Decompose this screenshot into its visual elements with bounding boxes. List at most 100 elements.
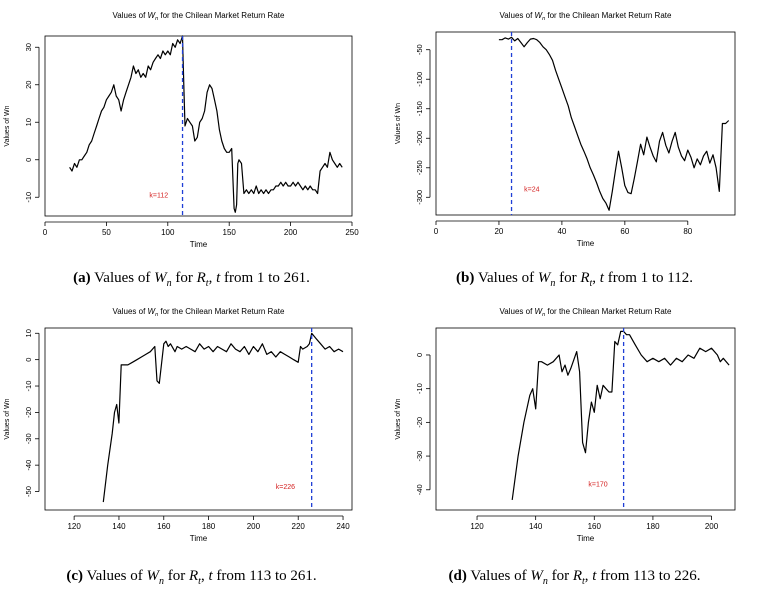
- caption-text: Values of: [83, 568, 147, 584]
- y-axis-label: Values of Wn: [4, 105, 11, 146]
- caption-sub: n: [166, 278, 172, 289]
- chart-c: Values of Wn for the Chilean Market Retu…: [4, 307, 353, 543]
- title-prefix: Values of: [500, 11, 535, 20]
- plot-frame: [435, 31, 736, 216]
- caption-sub: t: [582, 576, 585, 587]
- x-tick-label: 80: [683, 227, 692, 236]
- change-point-label: k=170: [588, 481, 607, 488]
- title-suffix: for the Chilean Market Return Rate: [158, 307, 285, 316]
- change-point-label: k=226: [276, 484, 295, 491]
- series-line: [498, 36, 730, 211]
- caption-text: for: [171, 270, 197, 286]
- title-sub: n: [542, 312, 545, 318]
- y-tick-label: 10: [24, 118, 33, 126]
- y-tick-label: -40: [24, 460, 33, 471]
- x-tick-label: 140: [529, 522, 543, 531]
- x-tick-label: 200: [247, 522, 261, 531]
- caption-label: (b): [456, 270, 475, 286]
- y-axis-label: Values of Wn: [395, 398, 402, 439]
- title-suffix: for the Chilean Market Return Rate: [545, 307, 672, 316]
- x-axis-label: Time: [577, 239, 595, 248]
- caption-b: (b) Values of Wn for Rt, t from 1 to 112…: [383, 270, 766, 289]
- title-sub: n: [155, 16, 158, 22]
- caption-text: ,: [584, 568, 593, 584]
- caption-sub: n: [550, 278, 556, 289]
- y-tick-label: -10: [24, 381, 33, 392]
- chart-panel-c: Values of Wn for the Chilean Market Retu…: [0, 296, 383, 592]
- y-tick-label: -150: [415, 101, 424, 116]
- caption-c: (c) Values of Wn for Rt, t from 113 to 2…: [0, 568, 383, 587]
- caption-var: W: [154, 270, 167, 286]
- y-tick-label: 30: [24, 43, 33, 51]
- x-tick-label: 60: [620, 227, 629, 236]
- caption-text: ,: [592, 270, 600, 286]
- x-tick-label: 40: [557, 227, 566, 236]
- chart-panel-b: Values of Wn for the Chilean Market Retu…: [383, 0, 766, 296]
- title-prefix: Values of: [113, 11, 148, 20]
- x-tick-label: 200: [284, 228, 298, 237]
- x-tick-label: 220: [292, 522, 306, 531]
- y-tick-label: -100: [415, 72, 424, 87]
- caption-var: t: [208, 568, 213, 584]
- title-var: W: [148, 11, 157, 20]
- x-tick-label: 120: [67, 522, 81, 531]
- y-tick-label: -30: [24, 433, 33, 444]
- x-tick-label: 20: [494, 227, 503, 236]
- title-suffix: for the Chilean Market Return Rate: [545, 11, 672, 20]
- caption-a: (a) Values of Wn for Rt, t from 1 to 261…: [0, 270, 383, 289]
- caption-text: from 113 to 261.: [212, 568, 317, 584]
- title-sub: n: [542, 16, 545, 22]
- y-tick-label: -200: [415, 131, 424, 146]
- y-tick-label: 10: [24, 329, 33, 337]
- y-tick-label: -20: [24, 407, 33, 418]
- x-tick-label: 250: [345, 228, 359, 237]
- x-tick-label: 100: [161, 228, 175, 237]
- y-tick-label: -250: [415, 160, 424, 175]
- caption-var: R: [580, 270, 590, 286]
- x-tick-label: 150: [223, 228, 237, 237]
- change-point-label: k=24: [524, 186, 539, 193]
- caption-var: W: [537, 270, 551, 286]
- caption-text: ,: [200, 568, 209, 584]
- caption-sub: t: [205, 278, 209, 289]
- y-axis-label: Values of Wn: [4, 398, 11, 439]
- x-axis-label: Time: [190, 240, 208, 249]
- x-tick-label: 0: [43, 228, 48, 237]
- caption-label: (c): [66, 568, 84, 584]
- title-var: W: [148, 307, 157, 316]
- caption-text: ,: [208, 270, 217, 286]
- caption-var: t: [599, 270, 604, 286]
- y-tick-label: -50: [415, 44, 424, 55]
- chart-title: Values of Wn for the Chilean Market Retu…: [500, 11, 672, 22]
- y-tick-label: -40: [415, 484, 424, 495]
- y-tick-label: 0: [24, 358, 33, 362]
- caption-var: W: [146, 568, 159, 584]
- change-point-label: k=112: [149, 192, 168, 199]
- chart-title: Values of Wn for the Chilean Market Retu…: [113, 11, 285, 22]
- caption-var: R: [196, 270, 206, 286]
- y-tick-label: -300: [415, 190, 424, 205]
- chart-a: Values of Wn for the Chilean Market Retu…: [4, 11, 359, 249]
- title-var: W: [535, 11, 544, 20]
- plot-frame: [44, 327, 353, 511]
- series-line: [69, 35, 343, 213]
- caption-sub: t: [198, 576, 201, 587]
- plot-frame: [435, 327, 736, 511]
- caption-text: Values of: [466, 568, 531, 584]
- y-tick-label: -10: [24, 192, 33, 203]
- caption-var: W: [530, 568, 543, 584]
- caption-text: for: [547, 568, 573, 584]
- chart-panel-d: Values of Wn for the Chilean Market Retu…: [383, 296, 766, 592]
- y-tick-label: 0: [415, 353, 424, 357]
- x-tick-label: 50: [102, 228, 111, 237]
- y-tick-label: 0: [24, 158, 33, 162]
- caption-var: t: [216, 270, 221, 286]
- title-suffix: for the Chilean Market Return Rate: [158, 11, 285, 20]
- y-tick-label: -30: [415, 451, 424, 462]
- y-tick-label: -10: [415, 383, 424, 394]
- series-line: [511, 330, 730, 500]
- caption-text: for: [555, 270, 581, 286]
- caption-text: for: [163, 568, 189, 584]
- x-tick-label: 240: [336, 522, 350, 531]
- chart-title: Values of Wn for the Chilean Market Retu…: [113, 307, 285, 318]
